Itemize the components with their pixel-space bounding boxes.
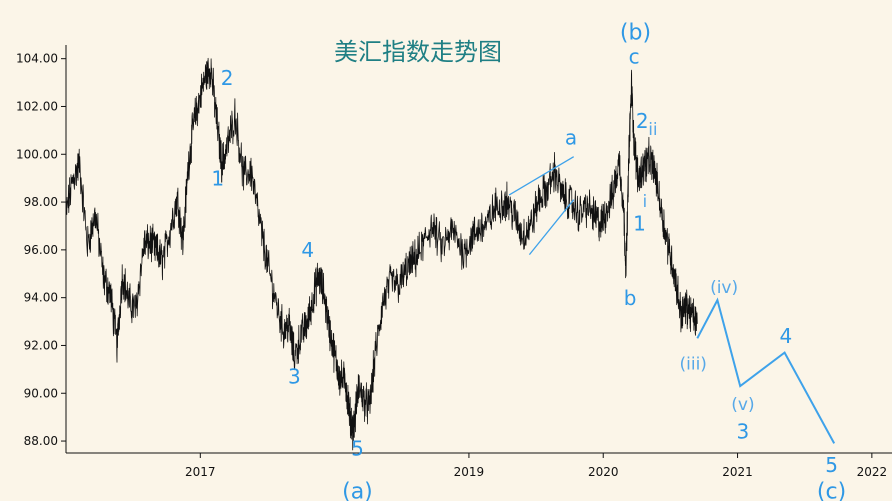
y-tick-label: 94.00 bbox=[24, 291, 58, 305]
wave-label: (iii) bbox=[680, 354, 707, 374]
y-tick-label: 90.00 bbox=[24, 386, 58, 400]
wave-label: a bbox=[565, 126, 577, 150]
y-tick-label: 100.00 bbox=[16, 147, 58, 161]
wave-label: (b) bbox=[620, 21, 651, 46]
wave-label: b bbox=[624, 286, 637, 310]
channel-line bbox=[508, 156, 575, 196]
wave-label: 1 bbox=[633, 212, 646, 236]
wave-label: (c) bbox=[817, 479, 846, 501]
wave-label: 2 bbox=[636, 109, 649, 133]
x-tick-label: 2019 bbox=[454, 465, 485, 479]
wave-label: c bbox=[629, 44, 640, 68]
wave-label: (a) bbox=[342, 479, 373, 501]
x-tick-label: 2022 bbox=[857, 465, 888, 479]
wave-label: 5 bbox=[825, 453, 838, 477]
y-tick-label: 98.00 bbox=[24, 195, 58, 209]
price-series-line bbox=[65, 57, 698, 451]
y-tick-label: 96.00 bbox=[24, 243, 58, 257]
y-tick-label: 88.00 bbox=[24, 434, 58, 448]
y-tick-label: 104.00 bbox=[16, 52, 58, 66]
wave-label: ii bbox=[648, 120, 657, 140]
wave-label: 1 bbox=[211, 166, 224, 190]
y-tick-label: 92.00 bbox=[24, 338, 58, 352]
y-tick-label: 102.00 bbox=[16, 99, 58, 113]
projection-path bbox=[696, 297, 836, 444]
wave-label: 3 bbox=[737, 420, 750, 444]
wave-label: 4 bbox=[301, 238, 314, 262]
x-tick-label: 2021 bbox=[722, 465, 753, 479]
axes: 88.00 90.00 92.00 94.00 96.00 98.00 100.00 102.… bbox=[16, 45, 892, 479]
wave-label: (iv) bbox=[710, 278, 738, 298]
wave-label: 4 bbox=[780, 324, 793, 348]
wave-label: (v) bbox=[731, 395, 754, 415]
wave-label: 5 bbox=[351, 436, 364, 460]
chart-title: 美汇指数走势图 bbox=[334, 38, 502, 66]
wave-label: 3 bbox=[288, 365, 301, 389]
wave-label: i bbox=[643, 192, 648, 212]
series-layer bbox=[65, 57, 836, 451]
channel-line bbox=[528, 199, 575, 256]
wave-label: 2 bbox=[221, 66, 234, 90]
x-tick-label: 2017 bbox=[185, 465, 216, 479]
x-tick-label: 2020 bbox=[588, 465, 619, 479]
